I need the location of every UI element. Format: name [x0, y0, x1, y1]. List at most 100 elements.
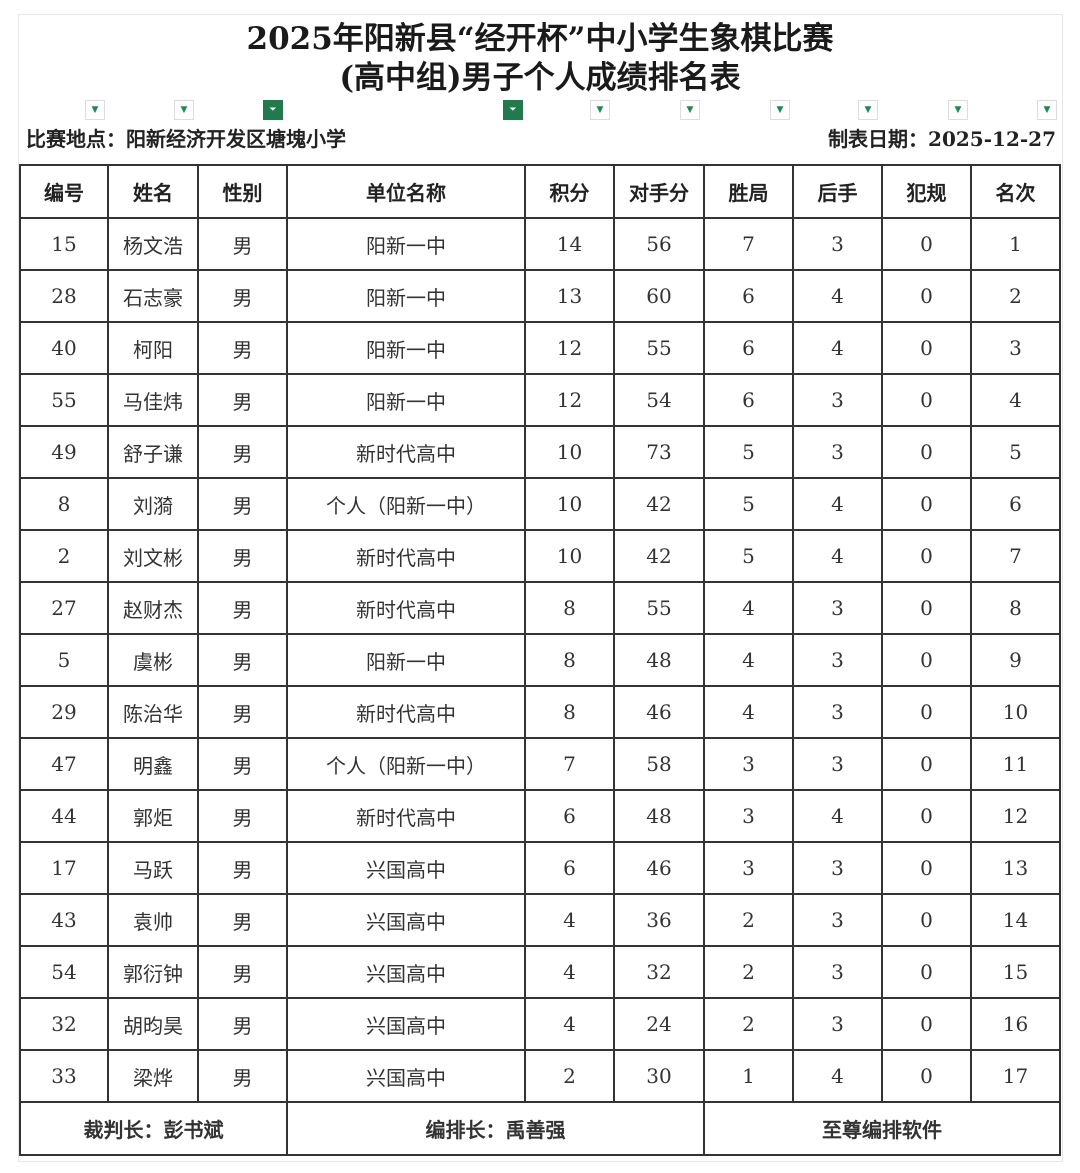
table-row: 29 陈治华男新时代高中 8 46 4 3 0 10: [19, 685, 1061, 739]
cell-rank: 16: [970, 997, 1061, 1051]
cell-wins: 4: [703, 685, 794, 739]
cell-id: 8: [19, 477, 109, 531]
cell-name: 杨文浩: [107, 217, 199, 271]
cell-black-games: 3: [792, 893, 883, 947]
page-subtitle: (高中组)男子个人成绩排名表: [339, 60, 741, 96]
cell-fouls: 0: [881, 477, 972, 531]
cell-points: 14: [524, 217, 615, 271]
cell-black-games: 4: [792, 477, 883, 531]
cell-id: 27: [19, 581, 109, 635]
cell-black-games: 3: [792, 737, 883, 791]
spreadsheet-page: [18, 14, 1063, 1162]
cell-opponent-score: 58: [613, 737, 705, 791]
cell-black-games: 4: [792, 1049, 883, 1103]
cell-unit: 兴国高中: [286, 893, 526, 947]
cell-opponent-score: 24: [613, 997, 705, 1051]
cell-gender: 男: [197, 373, 288, 427]
cell-unit: 新时代高中: [286, 529, 526, 583]
filter-dropdown-button[interactable]: ▼: [858, 100, 878, 120]
cell-rank: 12: [970, 789, 1061, 843]
column-header-fouls: 犯规: [881, 164, 972, 219]
cell-name: 石志豪: [107, 269, 199, 323]
cell-id: 2: [19, 529, 109, 583]
cell-name: 刘漪: [107, 477, 199, 531]
cell-points: 8: [524, 581, 615, 635]
table-row: 27 赵财杰男新时代高中 8 55 4 3 0 8: [19, 581, 1061, 635]
header-row: 编号 姓名 性别 单位名称 积分 对手分 胜局 后手 犯规 名次: [19, 164, 1061, 219]
cell-fouls: 0: [881, 373, 972, 427]
cell-black-games: 3: [792, 373, 883, 427]
cell-black-games: 3: [792, 217, 883, 271]
cell-name: 郭衍钟: [107, 945, 199, 999]
cell-opponent-score: 54: [613, 373, 705, 427]
cell-unit: 新时代高中: [286, 685, 526, 739]
cell-opponent-score: 36: [613, 893, 705, 947]
cell-id: 5: [19, 633, 109, 687]
filter-dropdown-button[interactable]: ▼: [1037, 100, 1057, 120]
cell-gender: 男: [197, 425, 288, 479]
cell-fouls: 0: [881, 841, 972, 895]
cell-gender: 男: [197, 477, 288, 531]
active-filter-button[interactable]: ⏷: [503, 100, 523, 120]
dropdown-arrow-icon: ▼: [1043, 105, 1051, 115]
cell-fouls: 0: [881, 893, 972, 947]
cell-opponent-score: 32: [613, 945, 705, 999]
cell-name: 马佳炜: [107, 373, 199, 427]
filter-dropdown-button[interactable]: ▼: [590, 100, 610, 120]
cell-black-games: 4: [792, 529, 883, 583]
filter-dropdown-button[interactable]: ▼: [85, 100, 105, 120]
filter-dropdown-button[interactable]: ▼: [174, 100, 194, 120]
cell-fouls: 0: [881, 789, 972, 843]
cell-wins: 6: [703, 269, 794, 323]
column-header-opponent-score: 对手分: [613, 164, 705, 219]
cell-id: 47: [19, 737, 109, 791]
cell-rank: 2: [970, 269, 1061, 323]
cell-points: 2: [524, 1049, 615, 1103]
column-header-unit: 单位名称: [286, 164, 526, 219]
table-row: 5 虞彬男阳新一中 8 48 4 3 0 9: [19, 633, 1061, 687]
cell-id: 49: [19, 425, 109, 479]
active-filter-button[interactable]: ⏷: [263, 100, 283, 120]
footer-row: 裁判长：彭书斌 编排长：禹善强 至尊编排软件: [19, 1101, 1061, 1156]
dropdown-arrow-icon: ▼: [686, 105, 694, 115]
cell-wins: 3: [703, 841, 794, 895]
dropdown-arrow-icon: ▼: [91, 105, 99, 115]
cell-wins: 6: [703, 321, 794, 375]
cell-fouls: 0: [881, 425, 972, 479]
cell-wins: 4: [703, 633, 794, 687]
cell-points: 7: [524, 737, 615, 791]
cell-fouls: 0: [881, 945, 972, 999]
table-row: 28 石志豪男阳新一中 13 60 6 4 0 2: [19, 269, 1061, 323]
cell-fouls: 0: [881, 321, 972, 375]
cell-black-games: 4: [792, 269, 883, 323]
cell-gender: 男: [197, 945, 288, 999]
cell-gender: 男: [197, 841, 288, 895]
filter-dropdown-button[interactable]: ▼: [680, 100, 700, 120]
cell-opponent-score: 56: [613, 217, 705, 271]
cell-gender: 男: [197, 893, 288, 947]
cell-opponent-score: 60: [613, 269, 705, 323]
filter-dropdown-button[interactable]: ▼: [948, 100, 968, 120]
cell-gender: 男: [197, 529, 288, 583]
cell-rank: 6: [970, 477, 1061, 531]
cell-id: 40: [19, 321, 109, 375]
cell-gender: 男: [197, 997, 288, 1051]
cell-points: 10: [524, 529, 615, 583]
chief-arbiter: 编排长：禹善强: [286, 1101, 705, 1156]
chief-referee: 裁判长：彭书斌: [19, 1101, 288, 1156]
column-header-rank: 名次: [970, 164, 1061, 219]
cell-wins: 6: [703, 373, 794, 427]
cell-unit: 兴国高中: [286, 1049, 526, 1103]
cell-id: 29: [19, 685, 109, 739]
cell-gender: 男: [197, 217, 288, 271]
cell-name: 陈治华: [107, 685, 199, 739]
table-row: 2 刘文彬男新时代高中 10 42 5 4 0 7: [19, 529, 1061, 583]
cell-id: 43: [19, 893, 109, 947]
cell-name: 胡昀昊: [107, 997, 199, 1051]
cell-unit: 新时代高中: [286, 789, 526, 843]
filter-dropdown-button[interactable]: ▼: [770, 100, 790, 120]
cell-points: 4: [524, 945, 615, 999]
cell-rank: 13: [970, 841, 1061, 895]
cell-gender: 男: [197, 269, 288, 323]
table-row: 33 梁烨男兴国高中 2 30 1 4 0 17: [19, 1049, 1061, 1103]
